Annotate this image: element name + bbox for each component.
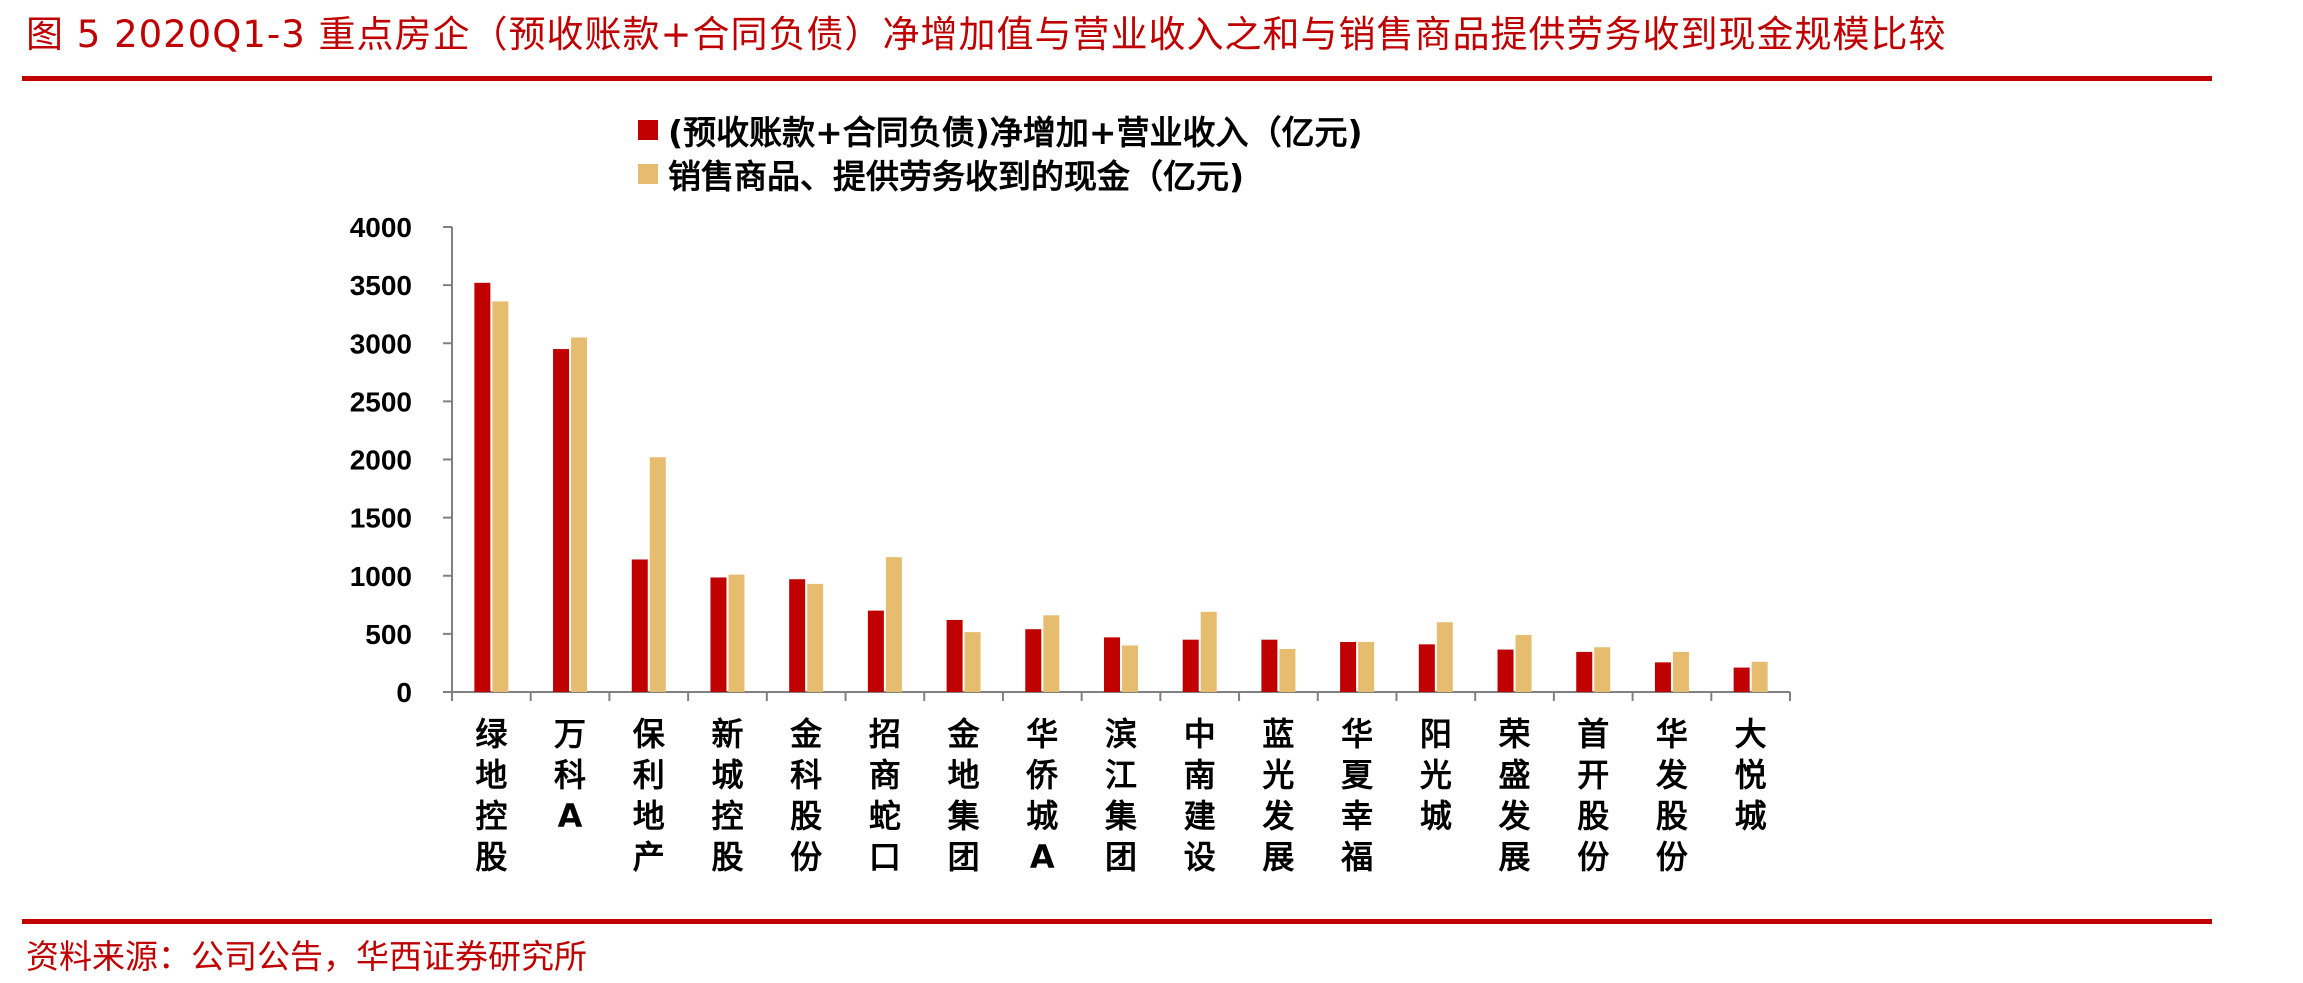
source-note: 资料来源：公司公告，华西证券研究所 <box>26 937 587 976</box>
x-category-label: 金科股份 <box>789 715 823 876</box>
bar-series-2-5 <box>885 557 902 692</box>
y-tick-label: 2500 <box>350 386 412 417</box>
legend-swatch-series-1 <box>638 120 658 140</box>
y-tick-label: 4000 <box>350 212 412 243</box>
x-category-label: 大悦城 <box>1735 715 1767 835</box>
x-category-label: 保利地产 <box>633 715 666 876</box>
x-axis <box>451 691 1791 701</box>
bar-series-1-8 <box>1104 637 1120 692</box>
legend-swatch-series-2 <box>638 164 658 184</box>
bar-series-1-6 <box>946 619 963 692</box>
x-category-label: 华发股份 <box>1656 715 1688 876</box>
bar-series-1-10 <box>1261 639 1278 692</box>
bar-series-1-5 <box>867 610 884 692</box>
figure-title: 图 5 2020Q1-3 重点房企（预收账款+合同负债）净增加值与营业收入之和与… <box>26 13 1947 56</box>
x-category-label: 招商蛇口 <box>869 715 901 876</box>
legend-item-series-2: 销售商品、提供劳务收到的现金（亿元) <box>638 152 1363 196</box>
bar-series-2-1 <box>571 337 588 692</box>
x-category-label: 新城控股 <box>711 715 743 876</box>
bar-series-1-13 <box>1497 649 1514 692</box>
legend-label-series-1: (预收账款+合同负债)净增加+营业收入（亿元) <box>668 113 1363 152</box>
bar-series-1-2 <box>631 559 648 692</box>
bar-series-2-0 <box>492 301 509 692</box>
legend-label-series-2: 销售商品、提供劳务收到的现金（亿元) <box>668 157 1245 196</box>
bar-series-1-0 <box>474 282 491 692</box>
y-tick-label: 3000 <box>350 328 412 359</box>
x-category-label: 华夏幸福 <box>1340 715 1374 876</box>
x-category-label: 蓝光发展 <box>1262 715 1294 876</box>
x-category-label: 万科 A <box>554 715 586 835</box>
x-category-label: 中南建设 <box>1184 715 1216 876</box>
title-divider <box>22 76 2212 81</box>
bar-series-2-16 <box>1751 661 1768 692</box>
bar-series-2-15 <box>1672 651 1689 692</box>
bar-series-2-7 <box>1043 615 1060 692</box>
bar-series-2-8 <box>1122 645 1138 692</box>
y-tick-label: 1000 <box>350 561 412 592</box>
bars <box>474 282 1768 692</box>
bar-series-2-11 <box>1358 642 1375 692</box>
bar-series-2-10 <box>1279 648 1296 692</box>
bar-series-2-12 <box>1436 622 1453 692</box>
bar-series-2-4 <box>807 583 824 692</box>
bar-series-1-1 <box>553 349 570 692</box>
x-category-label: 首开股份 <box>1577 715 1609 876</box>
x-category-label: 绿地控股 <box>475 715 508 876</box>
legend-item-series-1: (预收账款+合同负债)净增加+营业收入（亿元) <box>638 108 1363 152</box>
bar-series-1-4 <box>789 579 806 692</box>
x-category-label: 华侨城 A <box>1025 715 1058 876</box>
y-tick-label: 3500 <box>350 270 412 301</box>
footer-divider <box>22 919 2212 924</box>
bar-series-1-7 <box>1025 629 1042 692</box>
y-tick-label: 500 <box>365 619 412 650</box>
bar-series-1-14 <box>1576 651 1593 692</box>
bar-series-2-6 <box>964 632 981 692</box>
bar-series-1-11 <box>1340 642 1357 692</box>
category-labels: 绿地控股 万科 A 保利地产 新城控股 金科股份 招商蛇口 金地集团 华侨城 A 滨江集团 中南建设 蓝… <box>475 715 1766 876</box>
x-category-label: 滨江集团 <box>1104 715 1137 876</box>
bar-series-1-15 <box>1654 662 1671 692</box>
bar-series-1-12 <box>1418 644 1435 692</box>
x-category-label: 金地集团 <box>947 715 981 876</box>
bar-series-1-16 <box>1733 667 1750 692</box>
bar-series-2-3 <box>728 574 745 692</box>
y-tick-label: 0 <box>396 677 412 708</box>
y-axis: 0 500 1000 1500 2000 2500 3000 3500 4000 <box>350 212 453 708</box>
chart-legend: (预收账款+合同负债)净增加+营业收入（亿元) 销售商品、提供劳务收到的现金（亿… <box>638 108 1363 196</box>
bar-series-1-3 <box>710 577 727 692</box>
bar-series-2-2 <box>649 457 666 692</box>
x-category-label: 阳光城 <box>1420 715 1452 835</box>
bar-series-2-14 <box>1594 647 1611 692</box>
bar-series-2-9 <box>1200 611 1217 692</box>
x-category-label: 荣盛发展 <box>1499 715 1531 876</box>
y-tick-label: 1500 <box>350 503 412 534</box>
bar-series-1-9 <box>1182 639 1199 692</box>
bar-chart: 0 500 1000 1500 2000 2500 3000 3500 4000 绿地控股 万科 A… <box>350 212 1791 876</box>
bar-series-2-13 <box>1515 635 1532 692</box>
y-tick-label: 2000 <box>350 445 412 476</box>
